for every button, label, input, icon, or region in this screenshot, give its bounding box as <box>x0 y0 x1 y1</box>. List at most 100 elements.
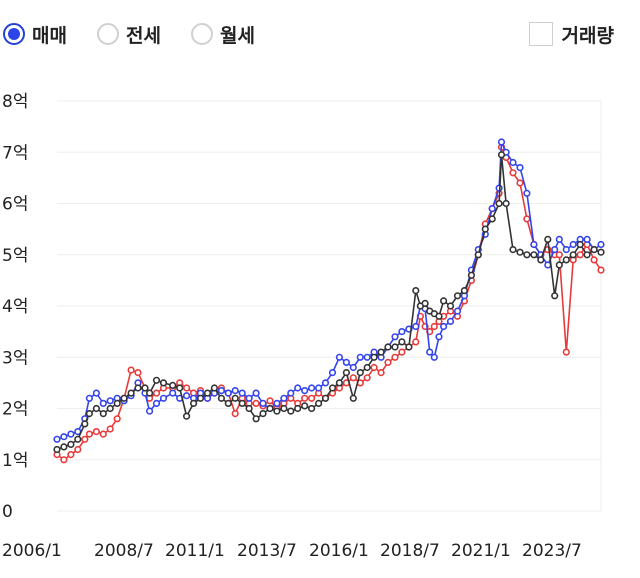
data-point[interactable] <box>183 392 191 400</box>
data-point[interactable] <box>152 389 161 397</box>
data-point[interactable] <box>273 399 281 408</box>
data-point[interactable] <box>430 322 438 331</box>
data-point[interactable] <box>280 394 288 402</box>
data-point[interactable] <box>308 394 316 402</box>
data-point[interactable] <box>583 235 591 243</box>
data-point[interactable] <box>294 384 302 392</box>
data-point[interactable] <box>384 358 392 367</box>
data-point[interactable] <box>67 440 75 449</box>
data-point[interactable] <box>446 317 455 326</box>
data-point[interactable] <box>321 379 330 387</box>
data-point[interactable] <box>120 394 128 402</box>
data-point[interactable] <box>81 435 89 443</box>
data-point[interactable] <box>537 256 545 264</box>
data-point[interactable] <box>159 379 168 387</box>
data-point[interactable] <box>435 312 443 320</box>
data-point[interactable] <box>113 415 121 423</box>
radio-jeonse-dot[interactable] <box>97 23 119 45</box>
data-point[interactable] <box>349 374 357 382</box>
data-point[interactable] <box>516 179 524 187</box>
data-point[interactable] <box>217 394 225 402</box>
data-point[interactable] <box>398 328 406 336</box>
data-point[interactable] <box>231 387 239 395</box>
data-point[interactable] <box>430 353 438 361</box>
data-point[interactable] <box>169 381 177 390</box>
data-point[interactable] <box>509 246 517 254</box>
volume-checkbox[interactable]: 거래량 <box>528 20 614 48</box>
data-point[interactable] <box>252 415 260 423</box>
data-point[interactable] <box>530 240 538 249</box>
data-point[interactable] <box>356 369 364 377</box>
data-point[interactable] <box>287 407 295 415</box>
data-point[interactable] <box>113 399 121 408</box>
data-point[interactable] <box>597 248 605 256</box>
data-point[interactable] <box>412 287 420 295</box>
volume-checkbox-label[interactable]: 거래량 <box>561 24 614 47</box>
radio-sale[interactable]: 매매 <box>3 20 67 48</box>
data-point[interactable] <box>273 407 281 415</box>
data-point[interactable] <box>398 338 406 346</box>
data-point[interactable] <box>342 369 351 377</box>
data-point[interactable] <box>321 394 330 402</box>
data-point[interactable] <box>460 287 469 295</box>
data-point[interactable] <box>349 394 357 402</box>
data-point[interactable] <box>146 407 154 415</box>
data-point[interactable] <box>196 394 205 402</box>
data-point[interactable] <box>435 333 443 341</box>
data-point[interactable] <box>217 387 225 395</box>
data-point[interactable] <box>134 369 142 377</box>
data-point[interactable] <box>495 199 503 208</box>
data-point[interactable] <box>405 343 413 351</box>
data-point[interactable] <box>516 248 524 256</box>
data-point[interactable] <box>99 399 107 408</box>
data-point[interactable] <box>467 271 476 279</box>
data-point[interactable] <box>391 353 399 361</box>
data-point[interactable] <box>74 435 82 443</box>
data-point[interactable] <box>266 404 274 413</box>
data-point[interactable] <box>176 384 184 392</box>
data-point[interactable] <box>141 384 149 392</box>
data-point[interactable] <box>555 251 563 259</box>
data-point[interactable] <box>544 235 552 243</box>
data-point[interactable] <box>523 189 531 197</box>
data-point[interactable] <box>363 363 371 372</box>
data-point[interactable] <box>597 266 605 274</box>
data-point[interactable] <box>523 251 531 259</box>
data-point[interactable] <box>509 158 517 167</box>
data-point[interactable] <box>287 389 295 397</box>
data-point[interactable] <box>544 261 552 269</box>
data-point[interactable] <box>576 240 584 249</box>
data-point[interactable] <box>106 425 114 433</box>
data-point[interactable] <box>85 430 93 438</box>
data-point[interactable] <box>384 343 392 351</box>
data-point[interactable] <box>224 389 232 397</box>
data-point[interactable] <box>127 366 135 374</box>
data-point[interactable] <box>356 353 364 361</box>
data-point[interactable] <box>238 389 246 397</box>
data-point[interactable] <box>562 256 570 264</box>
data-point[interactable] <box>551 246 559 254</box>
data-point[interactable] <box>440 297 448 305</box>
data-point[interactable] <box>60 456 68 464</box>
data-point[interactable] <box>169 389 177 397</box>
data-point[interactable] <box>509 169 517 177</box>
data-point[interactable] <box>426 348 434 356</box>
radio-wolse[interactable]: 월세 <box>191 20 255 48</box>
data-point[interactable] <box>67 451 75 459</box>
data-point[interactable] <box>92 404 100 413</box>
data-point[interactable] <box>569 240 577 249</box>
data-point[interactable] <box>92 428 100 436</box>
data-point[interactable] <box>259 410 267 418</box>
data-point[interactable] <box>551 292 559 300</box>
radio-wolse-label[interactable]: 월세 <box>220 24 255 47</box>
data-point[interactable] <box>152 376 161 384</box>
data-point[interactable] <box>421 299 429 308</box>
data-point[interactable] <box>85 410 93 418</box>
data-point[interactable] <box>335 353 344 361</box>
data-point[interactable] <box>583 251 591 259</box>
data-point[interactable] <box>363 353 371 361</box>
data-point[interactable] <box>252 399 260 408</box>
data-point[interactable] <box>328 369 337 377</box>
data-point[interactable] <box>127 389 135 397</box>
data-point[interactable] <box>81 420 89 428</box>
